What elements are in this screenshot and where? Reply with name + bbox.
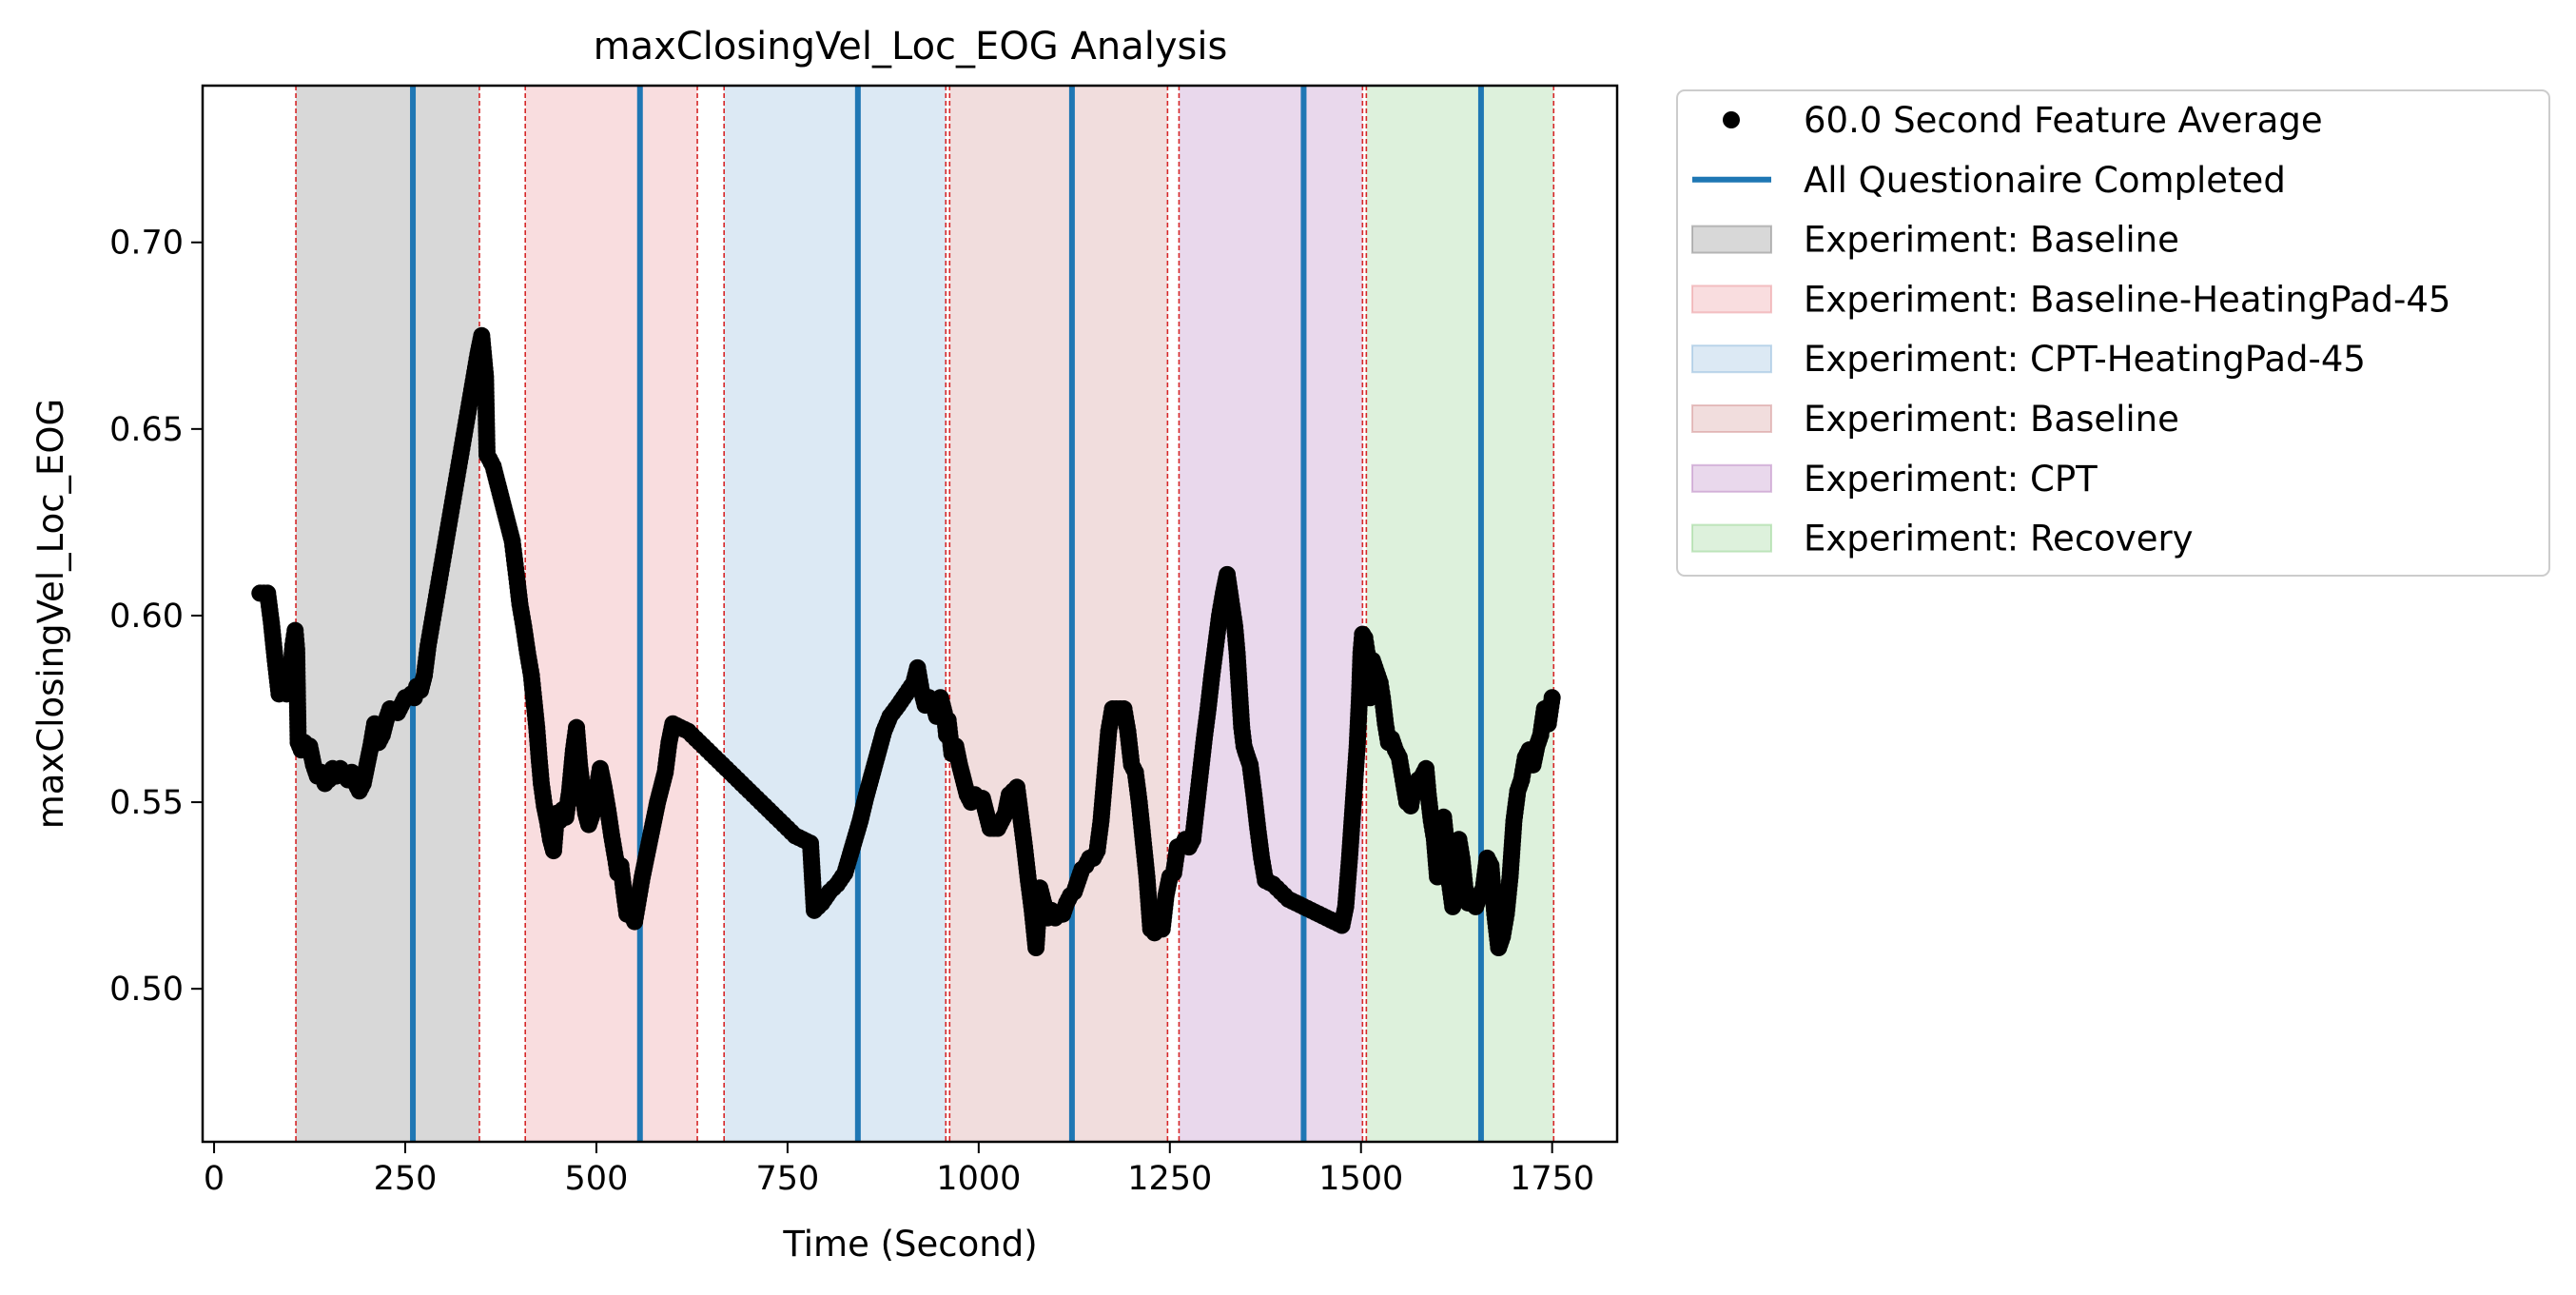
x-tick-label: 1250 [1127, 1160, 1212, 1198]
experiment-span-3 [724, 86, 946, 1142]
y-tick-label: 0.70 [109, 225, 184, 263]
x-tick-label: 750 [755, 1160, 819, 1198]
legend-label-2: All Questionaire Completed [1804, 160, 2286, 201]
experiment-boundary-lines [295, 86, 1555, 1142]
legend-label-6: Experiment: Baseline [1804, 399, 2179, 440]
legend-marker-1 [1723, 111, 1740, 128]
y-axis-ticks: 0.50 0.55 0.60 0.65 0.70 [109, 225, 203, 1009]
y-tick-label: 0.60 [109, 598, 184, 636]
legend-swatch-4 [1691, 285, 1772, 314]
legend-swatch-5 [1691, 344, 1772, 374]
plot-frame [201, 84, 1619, 1144]
legend-label-5: Experiment: CPT-HeatingPad-45 [1804, 339, 2366, 380]
x-tick-label: 250 [374, 1160, 438, 1198]
x-tick-label: 500 [565, 1160, 629, 1198]
experiment-span-2 [525, 86, 698, 1142]
scatter-points [251, 326, 1561, 957]
questionnaire-lines [410, 86, 1484, 1142]
experiment-spans [296, 86, 1554, 1142]
legend-swatch-3 [1691, 225, 1772, 254]
legend-label-8: Experiment: Recovery [1804, 519, 2194, 559]
legend-swatch-6 [1691, 404, 1772, 433]
legend-label-3: Experiment: Baseline [1804, 220, 2179, 261]
legend-label-1: 60.0 Second Feature Average [1804, 100, 2323, 141]
x-axis-label: Time (Second) [782, 1224, 1037, 1265]
x-tick-label: 0 [204, 1160, 224, 1198]
chart-title: maxClosingVel_Loc_EOG Analysis [594, 25, 1228, 69]
legend-label-4: Experiment: Baseline-HeatingPad-45 [1804, 279, 2450, 320]
legend: 60.0 Second Feature Average All Questiona… [1676, 89, 2550, 577]
experiment-span-5 [1179, 86, 1363, 1142]
experiment-span-4 [949, 86, 1168, 1142]
legend-label-7: Experiment: CPT [1804, 459, 2098, 500]
experiment-span-6 [1366, 86, 1554, 1142]
legend-swatch-7 [1691, 463, 1772, 493]
y-axis-label: maxClosingVel_Loc_EOG [30, 399, 71, 829]
x-axis-ticks: 0 250 500 750 1000 1250 1500 1750 [204, 1142, 1594, 1198]
x-tick-label: 1500 [1318, 1160, 1403, 1198]
y-tick-label: 0.50 [109, 971, 184, 1009]
x-tick-label: 1750 [1510, 1160, 1594, 1198]
data-point [1543, 689, 1561, 707]
x-tick-label: 1000 [936, 1160, 1021, 1198]
legend-swatch-8 [1691, 523, 1772, 553]
y-tick-label: 0.65 [109, 411, 184, 449]
y-tick-label: 0.55 [109, 784, 184, 822]
experiment-span-1 [296, 86, 479, 1142]
legend-frame [1676, 89, 2550, 577]
